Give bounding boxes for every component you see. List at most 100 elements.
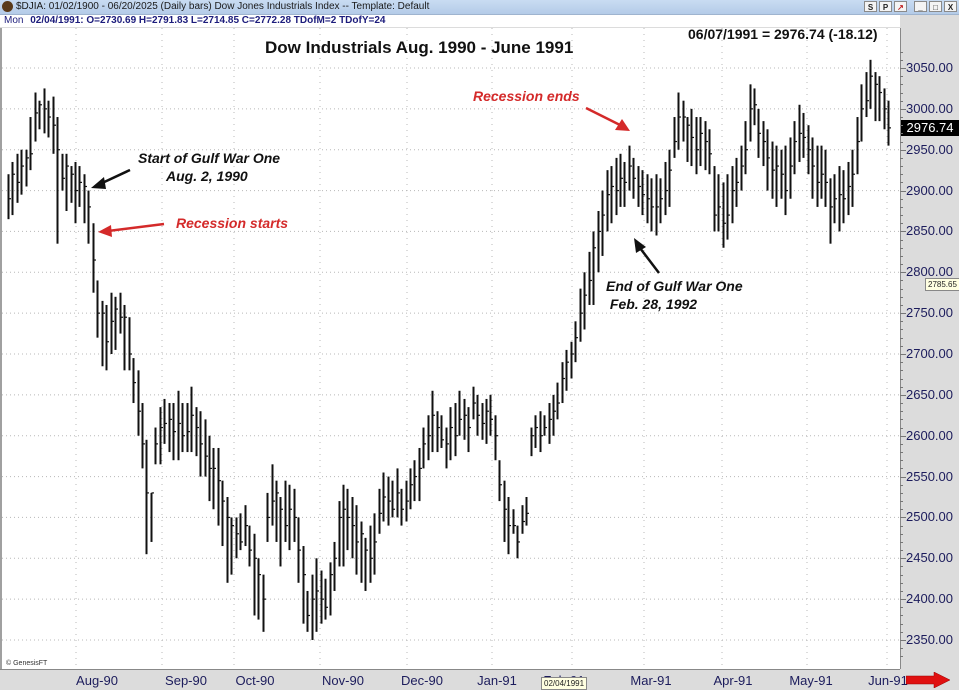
price-axis-tick [900,403,903,405]
price-axis-tick [900,329,903,331]
price-axis-tick [900,623,903,625]
price-axis-tick [900,443,903,445]
price-axis-tick [900,157,903,159]
date-axis-label: Aug-90 [76,673,118,688]
price-axis-tick [900,525,903,527]
date-axis-label: Oct-90 [235,673,275,688]
window-titlebar: $DJIA: 01/02/1900 - 06/20/2025 (Daily ba… [0,0,959,15]
price-axis-tick [900,362,903,364]
price-axis-tick [900,280,903,282]
price-axis-tick [900,59,903,61]
price-axis-tick [900,492,903,494]
price-axis-tick [900,656,903,658]
price-axis-label: 2650.00 [906,386,953,402]
price-axis-tick [900,108,906,110]
price-axis-tick [900,272,906,274]
price-axis-tick [900,288,903,290]
price-axis-tick [900,304,903,306]
date-axis-label: Nov-90 [322,673,364,688]
ohlc-info-bar: Mon 02/04/1991: O=2730.69 H=2791.83 L=27… [0,15,900,27]
price-axis-tick [900,615,903,617]
last-close-info: 06/07/1991 = 2976.74 (-18.12) [688,26,878,42]
price-axis-tick [900,484,903,486]
window-buttons: S P ↗ _ □ X [864,1,957,12]
price-axis-tick [900,394,906,396]
price-axis-tick [900,517,906,519]
price-axis-label: 2350.00 [906,632,953,647]
price-axis-label: 2700.00 [906,346,953,361]
price-axis-tick [900,566,903,568]
price-axis-label: 2600.00 [906,427,953,443]
date-axis[interactable]: Jun-91May-91Apr-91Mar-91Feb-91Jan-91Dec-… [0,669,908,690]
price-axis-tick [900,190,906,192]
price-axis-tick [900,427,903,429]
price-axis-tick [900,133,903,135]
price-axis-tick [900,550,903,552]
price-axis-tick [900,68,906,69]
p-button[interactable]: P [879,1,892,12]
price-axis-tick [900,435,906,437]
close-button[interactable]: X [944,1,957,12]
price-axis[interactable]: 2976.74 2785.65 3050.00 3000.00 2950.00 290… [900,28,959,669]
last-price-tag: 2976.74 [901,120,959,136]
date-axis-label: Sep-90 [165,673,207,688]
annotation-recession-starts: Recession starts [176,214,288,232]
price-axis-tick [900,117,903,119]
app-logo-icon [2,1,13,12]
price-axis-tick [900,76,903,78]
popout-button[interactable]: ↗ [894,1,907,12]
price-axis-tick [900,51,903,53]
chart-plot-area[interactable]: © GenesisFT [0,28,900,669]
date-axis-label: Jan-91 [477,673,517,688]
annotation-gulf-war-start: Start of Gulf War One Aug. 2, 1990 [138,149,280,185]
price-axis-tick [900,354,906,355]
price-axis-tick [900,599,906,601]
price-axis-tick [900,345,903,347]
price-axis-tick [900,296,903,298]
minimize-button[interactable]: _ [914,1,927,12]
annotation-line: Feb. 28, 1992 [606,296,698,312]
price-axis-tick [900,84,903,86]
annotation-line: Start of Gulf War One [138,150,281,166]
price-axis-tick [900,607,903,609]
price-axis-tick [900,206,903,208]
price-axis-tick [900,648,903,650]
info-day: Mon [4,15,24,26]
info-values: 02/04/1991: O=2730.69 H=2791.83 L=2714.8… [30,15,386,26]
price-axis-tick [900,141,903,143]
price-axis-tick [900,174,903,176]
price-axis-tick [900,501,903,503]
scroll-right-arrow-icon[interactable] [906,672,952,688]
price-axis-tick [900,452,903,454]
price-axis-tick [900,541,903,543]
price-axis-tick [900,125,903,127]
price-axis-label: 2750.00 [906,305,953,321]
cursor-date-tag: 02/04/1991 [541,677,588,690]
price-axis-tick [900,247,903,249]
price-axis-tick [900,582,903,584]
price-axis-tick [900,411,903,413]
price-axis-label: 2550.00 [906,468,953,484]
price-axis-tick [900,419,903,421]
annotation-line: End of Gulf War One [606,278,743,294]
price-axis-tick [900,640,906,641]
date-axis-label: Apr-91 [713,673,753,688]
price-axis-label: 2900.00 [906,182,953,198]
price-axis-tick [900,574,903,576]
annotation-line: Aug. 2, 1990 [166,168,248,184]
price-axis-label: 2400.00 [906,591,953,607]
date-axis-label: Jun-91 [868,673,908,688]
price-axis-label: 3050.00 [906,60,953,75]
maximize-button[interactable]: □ [929,1,942,12]
price-axis-tick [900,198,903,200]
price-axis-label: 2950.00 [906,141,953,157]
annotation-line: Recession ends [473,88,580,104]
copyright-label: © GenesisFT [6,660,48,667]
price-axis-tick [900,533,903,535]
annotation-line: Recession starts [176,215,289,231]
price-axis-label: 2500.00 [906,509,953,525]
price-axis-tick [900,215,903,217]
price-axis-tick [900,92,903,94]
price-axis-label: 2800.00 [906,264,953,280]
s-button[interactable]: S [864,1,877,12]
